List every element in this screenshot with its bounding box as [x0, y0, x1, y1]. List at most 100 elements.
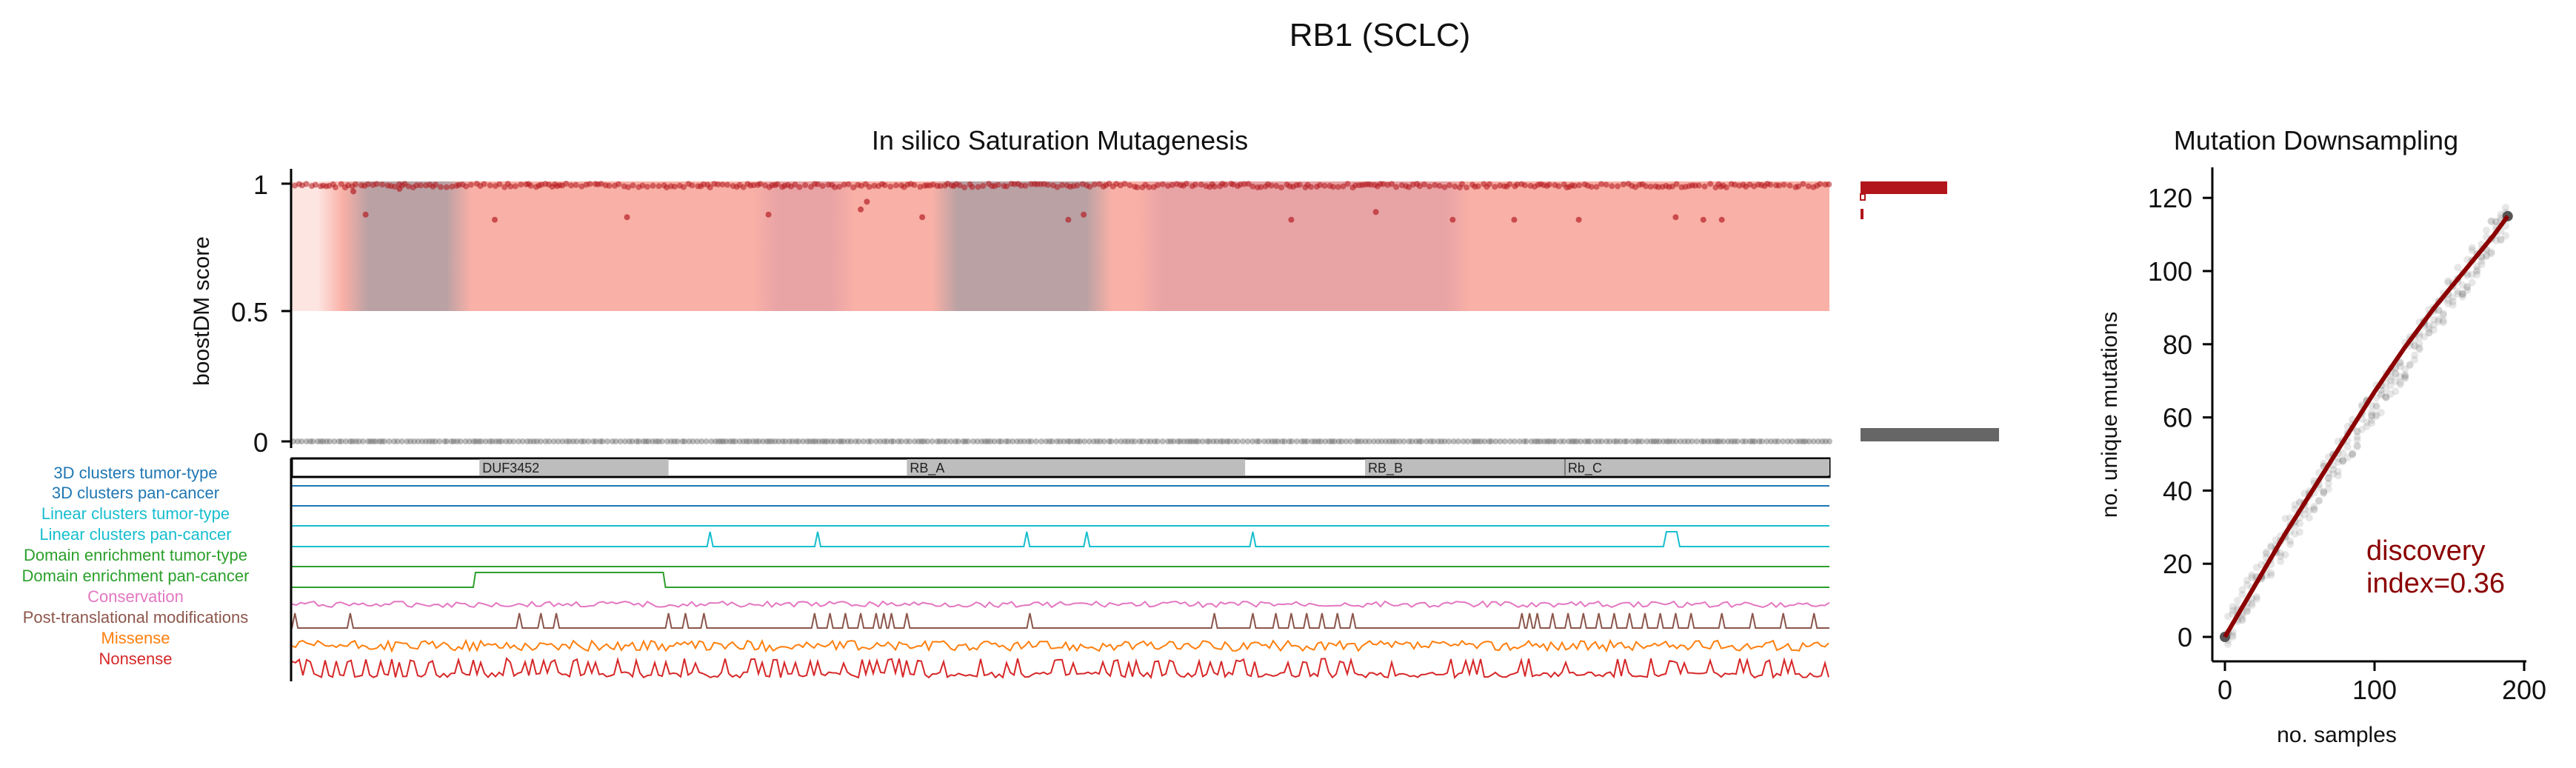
passenger-point-45 — [454, 438, 461, 444]
passenger-point-235 — [1151, 438, 1158, 444]
passenger-point-354 — [1592, 438, 1598, 444]
passenger-points — [290, 438, 1832, 444]
ds-y-tick-label-2: 40 — [2163, 475, 2192, 506]
driver-point-275 — [1389, 181, 1395, 187]
passenger-point-246 — [1189, 438, 1196, 444]
driver-point-136 — [841, 181, 847, 188]
driver-point-298 — [1486, 181, 1492, 187]
passenger-point-169 — [903, 438, 910, 444]
ds-point-206 — [2386, 390, 2395, 398]
passenger-point-72 — [555, 438, 561, 444]
ds-point-7 — [2229, 603, 2237, 611]
passenger-point-356 — [1598, 438, 1605, 444]
passenger-point-192 — [987, 438, 994, 444]
passenger-point-376 — [1669, 438, 1676, 444]
passenger-point-8 — [320, 438, 327, 444]
passenger-point-242 — [1177, 438, 1184, 444]
passenger-point-357 — [1604, 438, 1609, 444]
passenger-point-225 — [1113, 438, 1120, 444]
passenger-point-388 — [1714, 438, 1721, 444]
ds-point-187 — [2372, 411, 2380, 419]
driver-point-22 — [379, 181, 386, 188]
passenger-point-216 — [1077, 438, 1084, 444]
ds-point-200 — [2382, 393, 2390, 401]
passenger-point-152 — [838, 438, 844, 444]
ds-point-222 — [2401, 365, 2409, 373]
driver-point-388 — [624, 214, 630, 221]
driver-point-21 — [373, 181, 380, 187]
passenger-point-42 — [444, 438, 450, 444]
driver-point-69 — [563, 181, 570, 187]
ds-point-333 — [2487, 248, 2495, 256]
passenger-point-206 — [1043, 438, 1050, 444]
passenger-point-157 — [855, 438, 862, 444]
passenger-point-252 — [1210, 438, 1217, 444]
driver-point-215 — [1155, 182, 1161, 188]
passenger-point-109 — [694, 438, 701, 444]
track-label-2: Linear clusters tumor-type — [41, 504, 230, 523]
driver-point-358 — [1723, 184, 1729, 190]
ds-point-271 — [2439, 311, 2447, 319]
passenger-point-9 — [323, 438, 330, 444]
track-label-9: Nonsense — [99, 650, 172, 668]
passenger-point-178 — [936, 438, 943, 444]
passenger-point-154 — [844, 438, 851, 444]
passenger-point-123 — [744, 438, 750, 444]
ds-point-80 — [2286, 540, 2295, 548]
passenger-point-392 — [1728, 438, 1735, 444]
driver-point-259 — [1330, 184, 1336, 190]
driver-point-384 — [350, 188, 357, 195]
driver-point-167 — [961, 184, 968, 190]
passenger-point-409 — [1793, 438, 1800, 444]
passenger-point-418 — [1826, 438, 1832, 444]
passenger-point-292 — [1358, 438, 1364, 444]
passenger-point-106 — [681, 438, 688, 444]
passenger-point-58 — [498, 438, 505, 444]
passenger-point-401 — [1758, 438, 1765, 444]
passenger-point-200 — [1017, 438, 1024, 444]
passenger-point-273 — [1289, 438, 1295, 444]
passenger-point-279 — [1312, 438, 1318, 444]
passenger-point-228 — [1124, 438, 1131, 444]
passenger-point-415 — [1815, 438, 1821, 444]
driver-point-321 — [1571, 183, 1578, 189]
ds-point-122 — [2320, 489, 2328, 497]
ds-point-342 — [2497, 236, 2505, 244]
passenger-point-14 — [343, 438, 349, 444]
ds-point-315 — [2473, 267, 2481, 276]
driver-point-246 — [1278, 184, 1284, 191]
passenger-point-298 — [1383, 438, 1389, 444]
passenger-point-61 — [510, 438, 517, 444]
passenger-point-258 — [1230, 438, 1237, 444]
passenger-point-75 — [566, 438, 573, 444]
ds-point-238 — [2411, 342, 2419, 350]
ds-point-120 — [2320, 487, 2328, 495]
passenger-point-260 — [1240, 438, 1246, 444]
passenger-point-254 — [1218, 438, 1224, 444]
ds-point-23 — [2238, 616, 2246, 624]
driver-point-93 — [671, 183, 678, 190]
passenger-point-301 — [1392, 438, 1399, 444]
ds-point-164 — [2353, 443, 2361, 451]
driver-point-115 — [757, 181, 764, 187]
passenger-point-99 — [655, 438, 662, 444]
y-tick-label-0: 0 — [253, 427, 268, 458]
ds-y-tick-label-6: 120 — [2148, 183, 2192, 213]
passenger-point-32 — [407, 438, 414, 444]
track-label-8: Missense — [101, 629, 170, 647]
ds-point-250 — [2420, 333, 2429, 341]
passenger-point-396 — [1742, 438, 1749, 444]
ds-point-308 — [2468, 247, 2476, 255]
domain-3 — [1564, 459, 1829, 475]
passenger-point-175 — [924, 438, 931, 444]
passenger-point-53 — [482, 438, 489, 444]
passenger-point-6 — [314, 438, 321, 444]
passenger-point-85 — [604, 438, 610, 444]
driver-point-154 — [917, 184, 924, 190]
driver-points — [292, 181, 1832, 223]
passenger-point-304 — [1406, 438, 1412, 444]
ds-point-40 — [2252, 592, 2260, 601]
passenger-point-308 — [1418, 438, 1425, 444]
domain-1 — [907, 459, 1246, 475]
passenger-point-139 — [795, 438, 802, 444]
